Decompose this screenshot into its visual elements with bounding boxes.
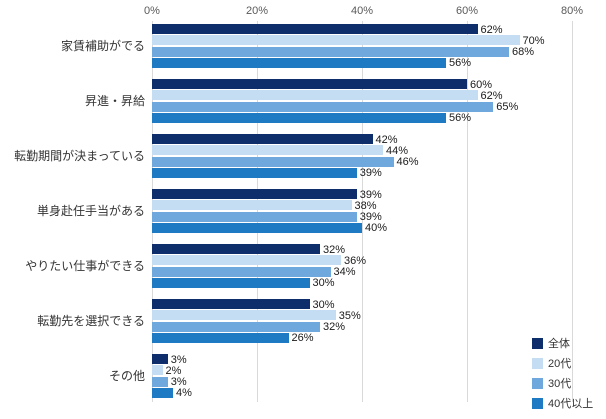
- value-label: 62%: [480, 23, 503, 36]
- bar-30代: [152, 266, 331, 277]
- value-label: 40%: [365, 222, 388, 235]
- category-label: 昇進・昇給: [84, 93, 145, 108]
- x-tick-label: 20%: [245, 5, 269, 17]
- category-label: 単身赴任手当がある: [36, 203, 145, 218]
- bar-全体: [152, 244, 320, 254]
- legend-item-40代以上: 40代以上: [532, 393, 593, 413]
- legend-swatch: [532, 357, 543, 369]
- bar-40代以上: [152, 332, 289, 343]
- value-label: 30%: [312, 277, 335, 290]
- legend-item-20代: 20代: [532, 353, 593, 373]
- value-label: 26%: [291, 332, 314, 345]
- bar-20代: [152, 365, 163, 376]
- value-label: 39%: [359, 188, 382, 201]
- value-label: 42%: [375, 133, 398, 146]
- value-label: 70%: [522, 34, 545, 47]
- bar-20代: [152, 310, 336, 321]
- legend-label: 全体: [548, 338, 570, 350]
- legend-item-全体: 全体: [532, 333, 593, 353]
- gridline: [572, 21, 573, 402]
- bar-40代以上: [152, 222, 362, 233]
- value-label: 44%: [386, 144, 409, 157]
- bar-30代: [152, 376, 168, 387]
- gridline: [467, 21, 468, 402]
- x-tick-label: 60%: [455, 5, 479, 17]
- bar-20代: [152, 35, 520, 46]
- category-label: 転勤先を選択できる: [37, 313, 145, 328]
- value-label: 56%: [449, 112, 472, 125]
- bar-30代: [152, 101, 494, 112]
- category-label: その他: [108, 368, 145, 383]
- bar-全体: [152, 299, 310, 309]
- value-label: 32%: [323, 321, 346, 333]
- category-label: 転勤期間が決まっている: [14, 148, 145, 163]
- bar-30代: [152, 211, 357, 222]
- value-label: 39%: [359, 167, 382, 180]
- value-label: 32%: [323, 243, 346, 256]
- legend-label: 40代以上: [548, 398, 594, 410]
- bar-全体: [152, 79, 467, 89]
- bar-30代: [152, 156, 394, 167]
- value-label: 30%: [312, 298, 335, 311]
- bar-20代: [152, 145, 383, 156]
- value-label: 46%: [396, 156, 419, 168]
- legend: 全体 20代 30代 40代以上: [532, 333, 593, 413]
- bar-20代: [152, 255, 341, 266]
- bar-全体: [152, 134, 373, 144]
- value-label: 3%: [170, 376, 187, 388]
- bar-40代以上: [152, 112, 446, 123]
- bar-全体: [152, 354, 168, 364]
- category-label: 家賃補助がでる: [60, 38, 145, 53]
- x-tick-label: 80%: [560, 5, 584, 17]
- legend-label: 20代: [548, 358, 572, 370]
- bar-40代以上: [152, 57, 446, 68]
- legend-swatch: [532, 377, 543, 389]
- legend-item-30代: 30代: [532, 373, 593, 393]
- bar-30代: [152, 46, 509, 57]
- value-label: 60%: [470, 78, 493, 91]
- value-label: 2%: [165, 364, 182, 377]
- x-tick-label: 0%: [144, 5, 160, 17]
- value-label: 38%: [354, 199, 377, 212]
- bar-30代: [152, 321, 320, 332]
- value-label: 68%: [512, 46, 535, 58]
- value-label: 62%: [480, 89, 503, 102]
- bar-20代: [152, 200, 352, 211]
- value-label: 35%: [338, 309, 361, 322]
- bar-全体: [152, 24, 478, 34]
- value-label: 3%: [170, 353, 187, 366]
- gridline: [362, 21, 363, 402]
- value-label: 56%: [449, 57, 472, 70]
- legend-swatch: [532, 337, 543, 349]
- value-label: 36%: [344, 254, 367, 267]
- legend-label: 30代: [548, 378, 572, 390]
- bar-全体: [152, 189, 357, 199]
- value-label: 39%: [359, 211, 382, 223]
- value-label: 34%: [333, 266, 356, 278]
- bar-40代以上: [152, 277, 310, 288]
- x-tick-label: 40%: [350, 5, 374, 17]
- value-label: 4%: [176, 387, 192, 400]
- bar-40代以上: [152, 387, 173, 398]
- legend-swatch: [532, 397, 543, 409]
- category-label: やりたい仕事ができる: [25, 258, 145, 273]
- value-label: 65%: [496, 101, 519, 113]
- bar-20代: [152, 90, 478, 101]
- bar-40代以上: [152, 167, 357, 178]
